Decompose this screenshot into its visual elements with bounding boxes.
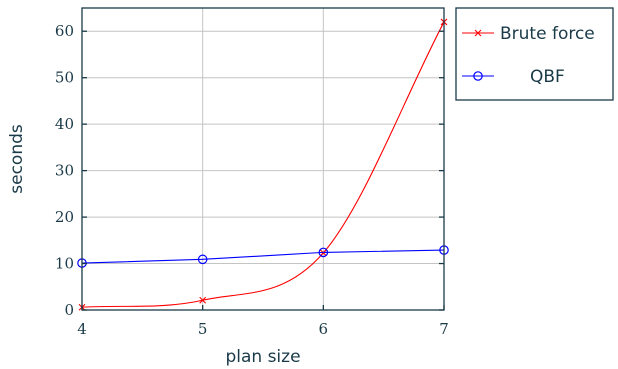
y-tick-label: 10 (55, 255, 74, 273)
x-axis-ticks: 4 5 6 7 (77, 305, 449, 338)
series-line-qbf (81, 249, 445, 264)
series-qbf (77, 245, 449, 268)
legend-entry-brute-force: Brute force (462, 24, 595, 44)
y-axis-ticks: 0 10 20 30 40 50 60 (55, 22, 444, 319)
legend-marker-brute-force (474, 29, 482, 37)
y-tick-label: 50 (55, 69, 74, 87)
series-line-brute-force (81, 21, 445, 308)
y-tick-label: 40 (55, 115, 74, 133)
legend-label-brute-force: Brute force (500, 24, 595, 44)
x-tick-label: 7 (439, 320, 449, 338)
x-axis-title: plan size (225, 347, 300, 367)
legend-marker-brute-force-stroke-b (474, 29, 482, 37)
legend-entry-qbf: QBF (462, 67, 565, 87)
data-point-qbf (197, 254, 208, 265)
legend-marker-qbf (473, 71, 483, 81)
legend: Brute force QBF (455, 7, 614, 101)
y-axis-title: seconds (7, 124, 27, 194)
legend-box (455, 7, 614, 101)
data-point-brute-force (199, 296, 207, 304)
plot-frame (81, 7, 445, 311)
y-tick-label: 20 (55, 208, 74, 226)
y-tick-label: 30 (55, 162, 74, 180)
series-layer (77, 18, 449, 311)
x-tick-label: 6 (319, 320, 329, 338)
y-tick-label: 60 (55, 22, 74, 40)
y-tick-label: 0 (64, 301, 74, 319)
legend-label-qbf: QBF (530, 67, 565, 87)
data-point-qbf (318, 247, 329, 258)
grid (82, 8, 444, 310)
x-tick-label: 4 (77, 320, 87, 338)
series-brute-force (78, 18, 448, 311)
x-tick-label: 5 (198, 320, 208, 338)
data-point-brute-force-stroke-b (199, 296, 207, 304)
